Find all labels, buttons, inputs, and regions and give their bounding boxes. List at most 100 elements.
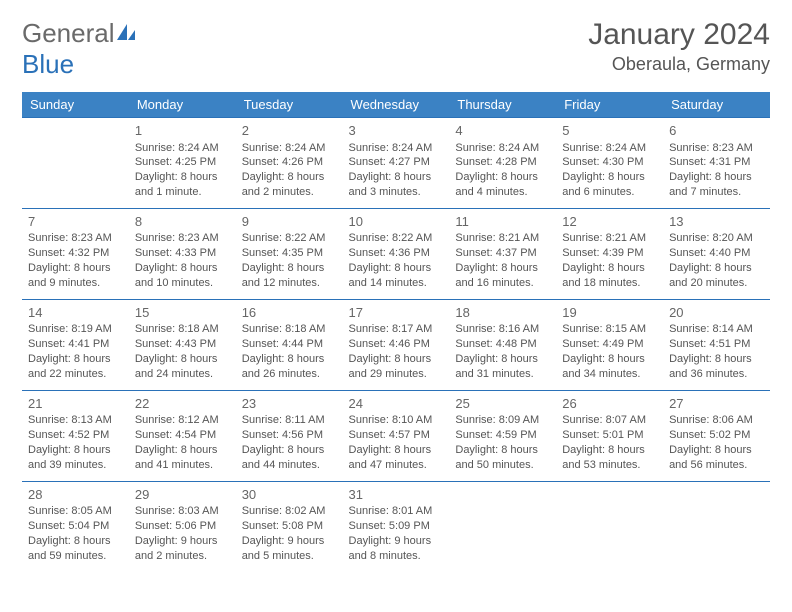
sunrise-line: Sunrise: 8:16 AM — [455, 322, 550, 337]
calendar-cell: 5Sunrise: 8:24 AMSunset: 4:30 PMDaylight… — [556, 118, 663, 209]
calendar-cell: 4Sunrise: 8:24 AMSunset: 4:28 PMDaylight… — [449, 118, 556, 209]
calendar-week-row: 1Sunrise: 8:24 AMSunset: 4:25 PMDaylight… — [22, 118, 770, 209]
daylight-line: Daylight: 8 hours and 7 minutes. — [669, 170, 764, 200]
day-header: Thursday — [449, 92, 556, 118]
day-number: 7 — [28, 213, 123, 231]
day-number: 17 — [349, 304, 444, 322]
daylight-line: Daylight: 8 hours and 2 minutes. — [242, 170, 337, 200]
day-number: 10 — [349, 213, 444, 231]
daylight-line: Daylight: 8 hours and 53 minutes. — [562, 443, 657, 473]
sunset-line: Sunset: 4:31 PM — [669, 155, 764, 170]
calendar-cell: 24Sunrise: 8:10 AMSunset: 4:57 PMDayligh… — [343, 390, 450, 481]
calendar-week-row: 14Sunrise: 8:19 AMSunset: 4:41 PMDayligh… — [22, 299, 770, 390]
day-number: 20 — [669, 304, 764, 322]
daylight-line: Daylight: 8 hours and 20 minutes. — [669, 261, 764, 291]
sunset-line: Sunset: 5:02 PM — [669, 428, 764, 443]
calendar-cell — [556, 481, 663, 571]
sunrise-line: Sunrise: 8:21 AM — [455, 231, 550, 246]
daylight-line: Daylight: 9 hours and 5 minutes. — [242, 534, 337, 564]
brand-logo: General Blue — [22, 18, 137, 80]
daylight-line: Daylight: 8 hours and 44 minutes. — [242, 443, 337, 473]
daylight-line: Daylight: 8 hours and 47 minutes. — [349, 443, 444, 473]
calendar-cell: 28Sunrise: 8:05 AMSunset: 5:04 PMDayligh… — [22, 481, 129, 571]
sunrise-line: Sunrise: 8:12 AM — [135, 413, 230, 428]
day-number: 15 — [135, 304, 230, 322]
calendar-week-row: 28Sunrise: 8:05 AMSunset: 5:04 PMDayligh… — [22, 481, 770, 571]
day-number: 13 — [669, 213, 764, 231]
sunset-line: Sunset: 4:35 PM — [242, 246, 337, 261]
brand-blue: Blue — [22, 49, 74, 79]
daylight-line: Daylight: 8 hours and 39 minutes. — [28, 443, 123, 473]
sunrise-line: Sunrise: 8:24 AM — [562, 141, 657, 156]
sunset-line: Sunset: 4:49 PM — [562, 337, 657, 352]
day-number: 1 — [135, 122, 230, 140]
sunrise-line: Sunrise: 8:07 AM — [562, 413, 657, 428]
sunrise-line: Sunrise: 8:23 AM — [669, 141, 764, 156]
calendar-cell: 23Sunrise: 8:11 AMSunset: 4:56 PMDayligh… — [236, 390, 343, 481]
day-number: 2 — [242, 122, 337, 140]
sunset-line: Sunset: 4:26 PM — [242, 155, 337, 170]
day-number: 23 — [242, 395, 337, 413]
sunrise-line: Sunrise: 8:06 AM — [669, 413, 764, 428]
calendar-cell: 17Sunrise: 8:17 AMSunset: 4:46 PMDayligh… — [343, 299, 450, 390]
calendar-cell: 8Sunrise: 8:23 AMSunset: 4:33 PMDaylight… — [129, 208, 236, 299]
day-header: Saturday — [663, 92, 770, 118]
sunset-line: Sunset: 4:36 PM — [349, 246, 444, 261]
calendar-cell: 21Sunrise: 8:13 AMSunset: 4:52 PMDayligh… — [22, 390, 129, 481]
daylight-line: Daylight: 8 hours and 6 minutes. — [562, 170, 657, 200]
calendar-cell: 26Sunrise: 8:07 AMSunset: 5:01 PMDayligh… — [556, 390, 663, 481]
calendar-cell: 30Sunrise: 8:02 AMSunset: 5:08 PMDayligh… — [236, 481, 343, 571]
day-number: 27 — [669, 395, 764, 413]
sunrise-line: Sunrise: 8:15 AM — [562, 322, 657, 337]
sunset-line: Sunset: 4:28 PM — [455, 155, 550, 170]
calendar-cell: 16Sunrise: 8:18 AMSunset: 4:44 PMDayligh… — [236, 299, 343, 390]
daylight-line: Daylight: 8 hours and 9 minutes. — [28, 261, 123, 291]
calendar-cell: 25Sunrise: 8:09 AMSunset: 4:59 PMDayligh… — [449, 390, 556, 481]
month-title: January 2024 — [588, 18, 770, 52]
title-block: January 2024 Oberaula, Germany — [588, 18, 770, 75]
sunset-line: Sunset: 4:54 PM — [135, 428, 230, 443]
sunrise-line: Sunrise: 8:18 AM — [242, 322, 337, 337]
calendar-cell: 12Sunrise: 8:21 AMSunset: 4:39 PMDayligh… — [556, 208, 663, 299]
daylight-line: Daylight: 8 hours and 50 minutes. — [455, 443, 550, 473]
calendar-cell: 22Sunrise: 8:12 AMSunset: 4:54 PMDayligh… — [129, 390, 236, 481]
daylight-line: Daylight: 8 hours and 16 minutes. — [455, 261, 550, 291]
sunrise-line: Sunrise: 8:05 AM — [28, 504, 123, 519]
calendar-cell: 19Sunrise: 8:15 AMSunset: 4:49 PMDayligh… — [556, 299, 663, 390]
sunset-line: Sunset: 5:01 PM — [562, 428, 657, 443]
calendar-cell: 18Sunrise: 8:16 AMSunset: 4:48 PMDayligh… — [449, 299, 556, 390]
sunset-line: Sunset: 4:59 PM — [455, 428, 550, 443]
daylight-line: Daylight: 8 hours and 18 minutes. — [562, 261, 657, 291]
sunrise-line: Sunrise: 8:11 AM — [242, 413, 337, 428]
day-number: 12 — [562, 213, 657, 231]
page-header: General Blue January 2024 Oberaula, Germ… — [22, 18, 770, 80]
sunrise-line: Sunrise: 8:22 AM — [242, 231, 337, 246]
sunset-line: Sunset: 4:44 PM — [242, 337, 337, 352]
sunrise-line: Sunrise: 8:01 AM — [349, 504, 444, 519]
day-number: 3 — [349, 122, 444, 140]
calendar-cell — [663, 481, 770, 571]
calendar-cell: 2Sunrise: 8:24 AMSunset: 4:26 PMDaylight… — [236, 118, 343, 209]
daylight-line: Daylight: 8 hours and 29 minutes. — [349, 352, 444, 382]
day-number: 5 — [562, 122, 657, 140]
sunset-line: Sunset: 5:06 PM — [135, 519, 230, 534]
daylight-line: Daylight: 8 hours and 34 minutes. — [562, 352, 657, 382]
sunset-line: Sunset: 4:32 PM — [28, 246, 123, 261]
calendar-cell: 7Sunrise: 8:23 AMSunset: 4:32 PMDaylight… — [22, 208, 129, 299]
calendar-cell: 20Sunrise: 8:14 AMSunset: 4:51 PMDayligh… — [663, 299, 770, 390]
sunrise-line: Sunrise: 8:14 AM — [669, 322, 764, 337]
calendar-cell: 10Sunrise: 8:22 AMSunset: 4:36 PMDayligh… — [343, 208, 450, 299]
day-header: Wednesday — [343, 92, 450, 118]
daylight-line: Daylight: 8 hours and 31 minutes. — [455, 352, 550, 382]
sunrise-line: Sunrise: 8:24 AM — [455, 141, 550, 156]
daylight-line: Daylight: 8 hours and 24 minutes. — [135, 352, 230, 382]
sunset-line: Sunset: 4:27 PM — [349, 155, 444, 170]
day-number: 9 — [242, 213, 337, 231]
calendar-cell: 29Sunrise: 8:03 AMSunset: 5:06 PMDayligh… — [129, 481, 236, 571]
day-header: Friday — [556, 92, 663, 118]
daylight-line: Daylight: 8 hours and 12 minutes. — [242, 261, 337, 291]
calendar-cell: 3Sunrise: 8:24 AMSunset: 4:27 PMDaylight… — [343, 118, 450, 209]
sunset-line: Sunset: 4:39 PM — [562, 246, 657, 261]
daylight-line: Daylight: 8 hours and 3 minutes. — [349, 170, 444, 200]
daylight-line: Daylight: 8 hours and 41 minutes. — [135, 443, 230, 473]
